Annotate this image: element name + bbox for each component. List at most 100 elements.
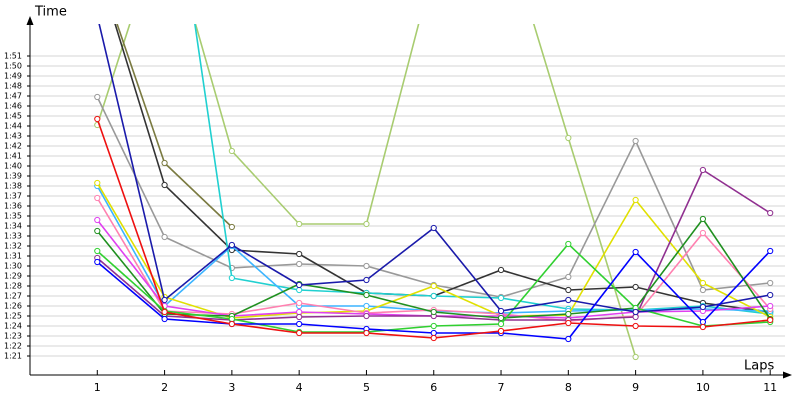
data-point <box>767 316 774 324</box>
data-point <box>497 294 505 302</box>
y-tick-label: 1:33 <box>4 232 22 241</box>
data-point <box>161 159 168 167</box>
data-point <box>767 209 774 217</box>
x-tick-label: 11 <box>763 381 777 394</box>
data-point <box>94 115 101 123</box>
y-tick-label: 1:40 <box>4 162 22 171</box>
data-point <box>565 240 572 248</box>
data-point <box>497 266 505 274</box>
data-point <box>632 308 639 316</box>
data-point <box>565 273 572 281</box>
data-point <box>161 308 168 316</box>
data-point <box>296 250 303 258</box>
data-point <box>430 322 437 330</box>
data-point <box>632 248 639 256</box>
data-point <box>296 220 303 228</box>
data-point <box>363 302 370 310</box>
y-tick-label: 1:44 <box>4 122 22 131</box>
y-tick-label: 1:22 <box>4 342 22 351</box>
y-tick-label: 1:28 <box>4 282 22 291</box>
y-tick-label: 1:34 <box>4 222 22 231</box>
data-point <box>632 313 639 321</box>
x-tick-label: 5 <box>363 381 370 394</box>
data-point <box>228 223 235 231</box>
y-tick-label: 1:37 <box>4 192 22 201</box>
data-point <box>296 320 303 328</box>
data-point <box>699 318 707 326</box>
y-tick-label: 1:23 <box>4 332 22 341</box>
y-tick-label: 1:43 <box>4 132 22 141</box>
x-tick-label: 8 <box>565 381 572 394</box>
data-point <box>228 147 235 155</box>
data-point <box>565 286 572 294</box>
data-point <box>228 274 235 282</box>
data-point <box>161 181 168 189</box>
data-point <box>430 308 437 316</box>
y-tick-label: 1:47 <box>4 92 22 101</box>
data-point <box>363 262 370 270</box>
data-point <box>296 299 303 307</box>
data-point <box>632 322 639 330</box>
y-tick-label: 1:45 <box>4 112 22 121</box>
data-point <box>767 247 774 255</box>
tick-labels: 1:211:221:231:241:251:261:271:281:291:30… <box>4 52 777 395</box>
y-tick-label: 1:49 <box>4 72 22 81</box>
series-line <box>194 24 771 315</box>
data-point <box>94 179 101 187</box>
data-point <box>161 315 168 323</box>
data-point <box>94 258 101 266</box>
data-point <box>228 315 235 323</box>
grid <box>30 55 785 357</box>
data-point <box>497 327 505 335</box>
data-point <box>94 216 101 224</box>
data-point <box>632 283 639 291</box>
y-tick-label: 1:35 <box>4 212 22 221</box>
data-point <box>497 314 505 322</box>
data-point <box>767 279 774 287</box>
data-point <box>497 307 505 315</box>
y-tick-label: 1:25 <box>4 312 22 321</box>
data-point <box>228 320 235 328</box>
y-tick-label: 1:42 <box>4 142 22 151</box>
y-tick-label: 1:27 <box>4 292 22 301</box>
data-point <box>699 286 707 294</box>
plot-area <box>94 24 774 361</box>
data-point <box>430 334 437 342</box>
y-tick-label: 1:21 <box>4 352 22 361</box>
data-point <box>94 227 101 235</box>
data-point <box>497 320 505 328</box>
y-tick-label: 1:31 <box>4 252 22 261</box>
data-point <box>94 93 101 101</box>
data-point <box>699 303 707 311</box>
data-point <box>565 319 572 327</box>
y-axis-label: Time <box>34 5 67 20</box>
data-point <box>296 308 303 316</box>
y-tick-label: 1:46 <box>4 102 22 111</box>
data-point <box>94 194 101 202</box>
x-tick-label: 1 <box>94 381 101 394</box>
data-point <box>632 353 639 361</box>
x-axis-label: Laps <box>744 359 774 374</box>
y-tick-label: 1:50 <box>4 62 22 71</box>
y-tick-label: 1:26 <box>4 302 22 311</box>
data-point <box>94 247 101 255</box>
data-point <box>363 220 370 228</box>
x-tick-label: 7 <box>498 381 505 394</box>
y-tick-label: 1:36 <box>4 202 22 211</box>
data-point <box>363 312 370 320</box>
data-point <box>161 296 168 304</box>
data-point <box>430 282 437 290</box>
data-point <box>296 329 303 337</box>
data-point <box>632 137 639 145</box>
y-tick-label: 1:38 <box>4 182 22 191</box>
data-point <box>699 279 707 287</box>
data-point <box>699 229 707 237</box>
y-tick-label: 1:41 <box>4 152 22 161</box>
y-tick-label: 1:51 <box>4 52 22 61</box>
x-tick-label: 9 <box>632 381 639 394</box>
data-point <box>767 291 774 299</box>
data-point <box>632 196 639 204</box>
y-tick-label: 1:48 <box>4 82 22 91</box>
